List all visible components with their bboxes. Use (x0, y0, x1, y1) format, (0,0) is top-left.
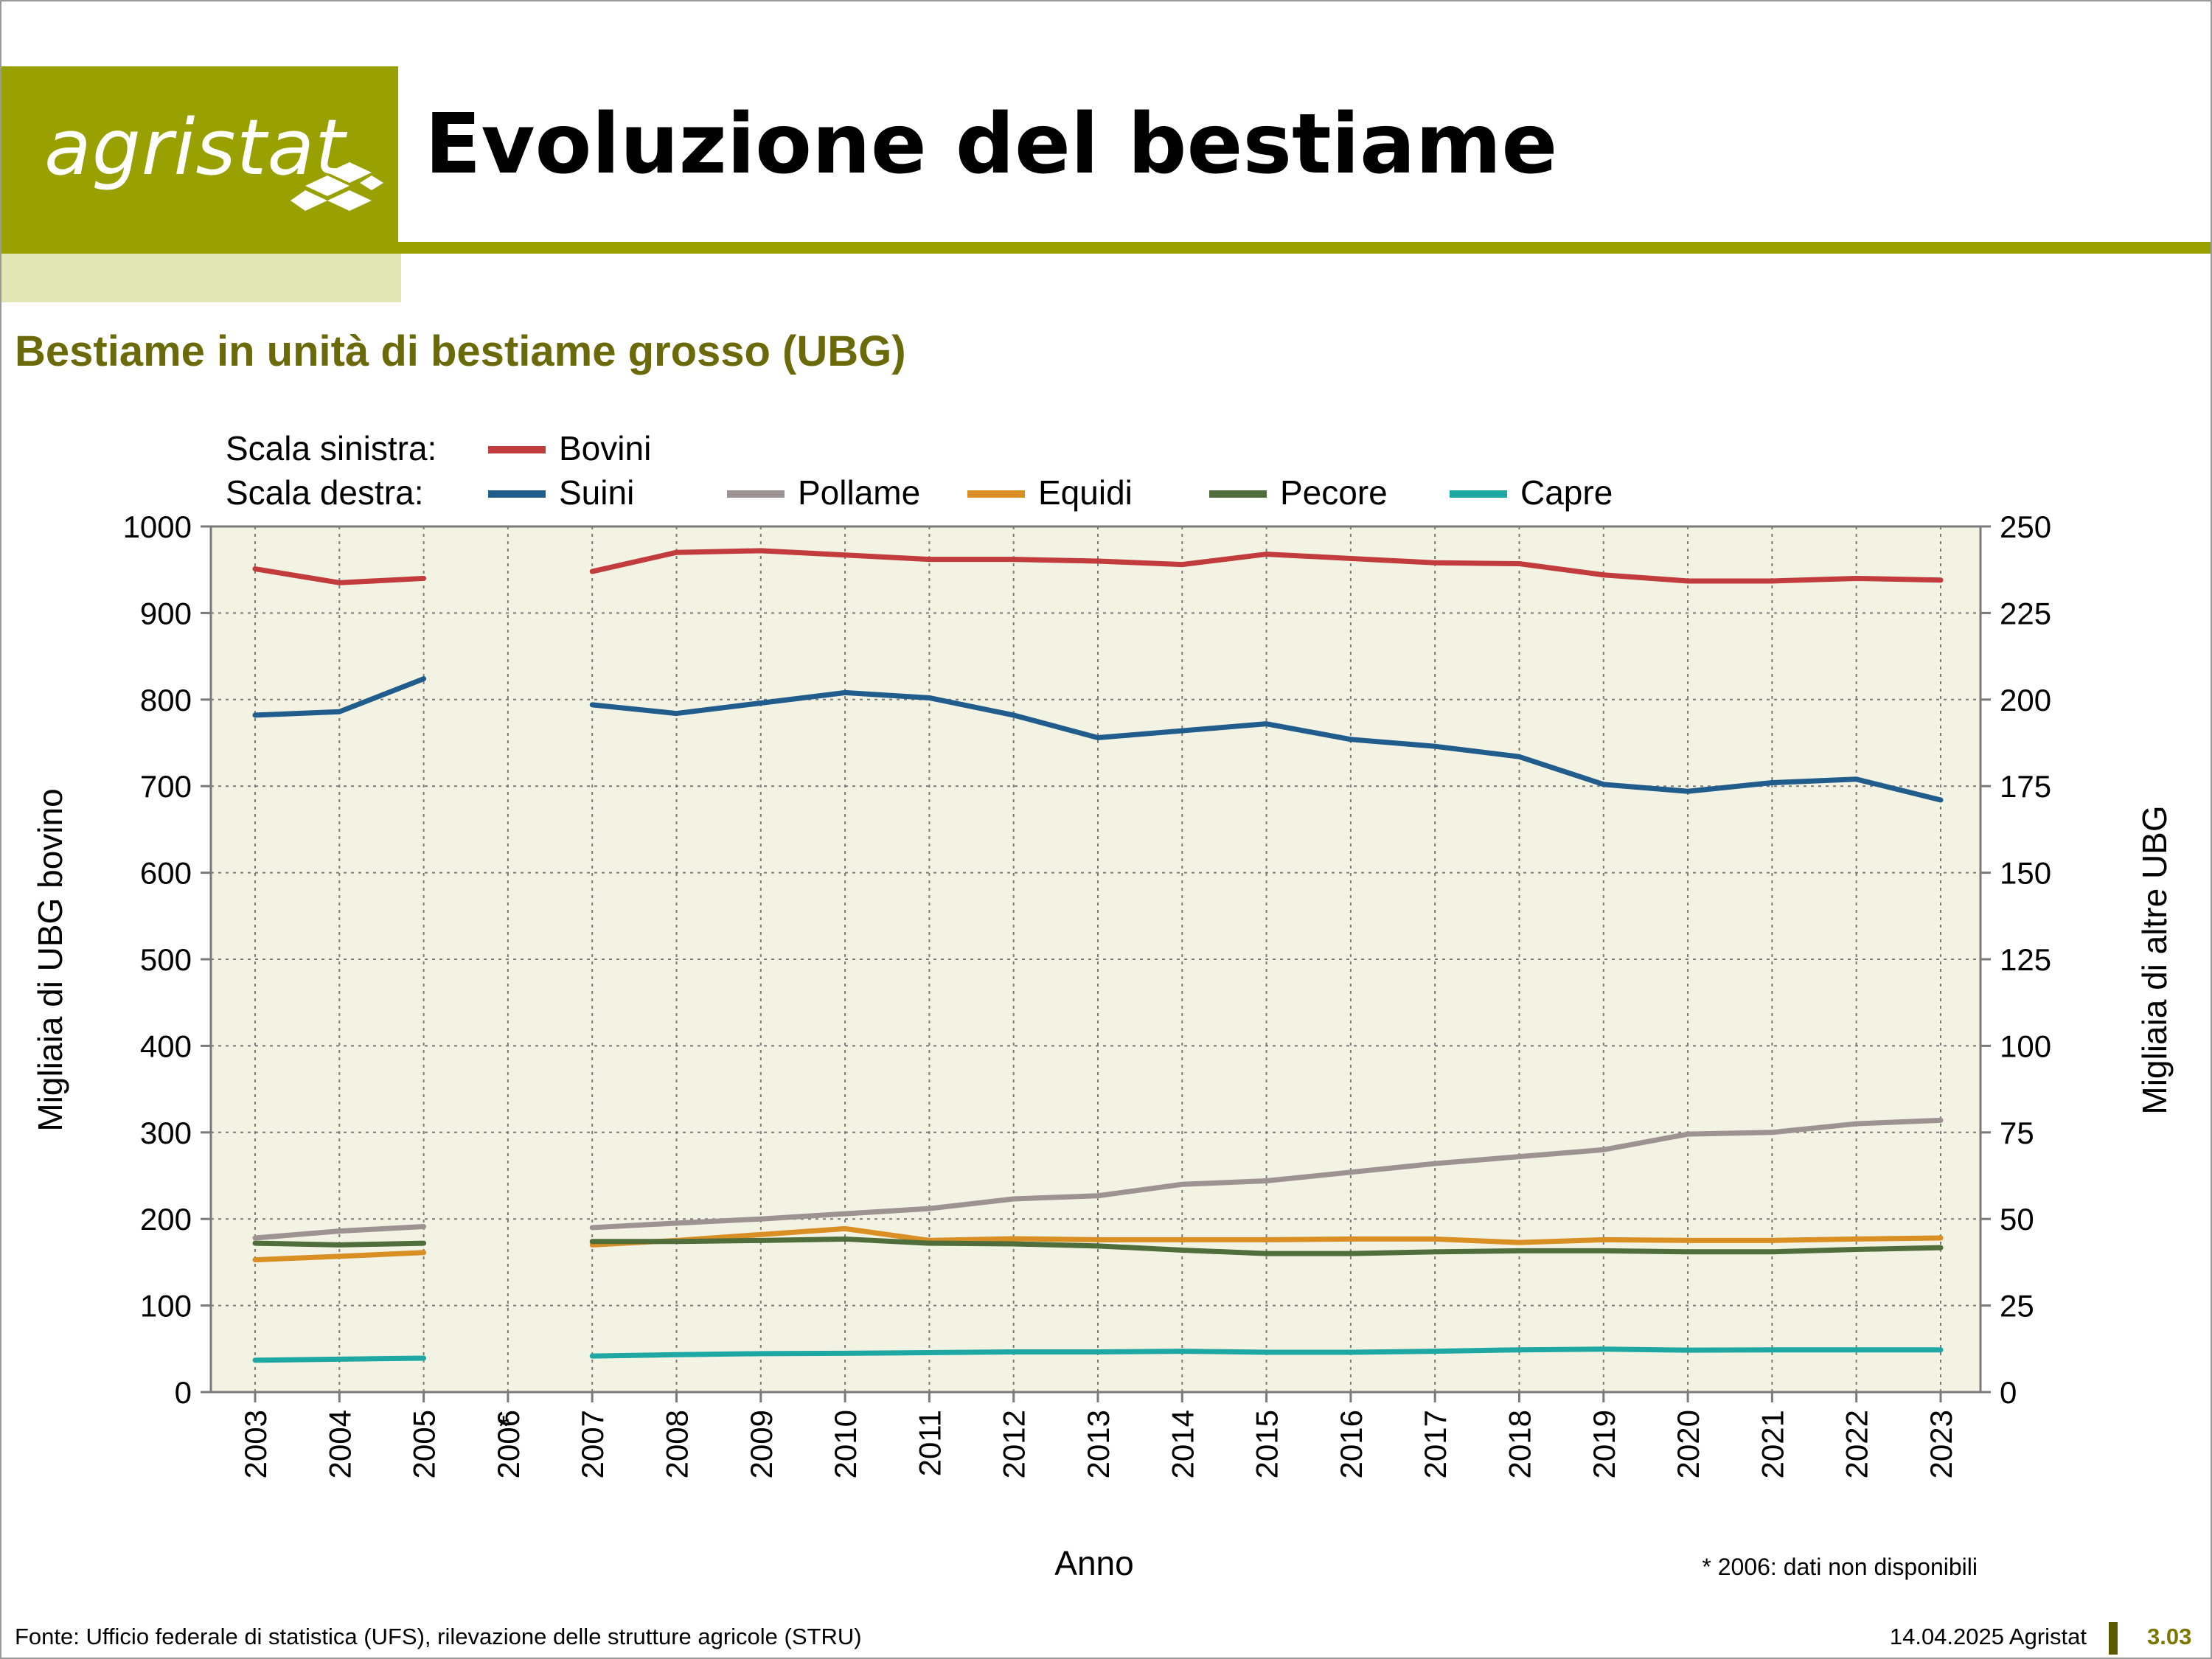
series-line-bovini (252, 566, 427, 585)
title-rule (398, 242, 2212, 254)
legend-right-scale-label: Scala destra: (226, 473, 423, 512)
y-left-tick-label: 700 (140, 769, 192, 804)
y-left-tick-label: 1000 (123, 509, 192, 544)
series-line-capre (252, 1355, 427, 1363)
logo-box (1, 66, 398, 254)
series-line-suini (252, 676, 427, 718)
x-axis-label: Anno (1054, 1544, 1133, 1582)
y-left-tick-label: 600 (140, 856, 192, 891)
y-right-tick-label: 50 (2000, 1202, 2034, 1237)
series-line-equidi (252, 1250, 427, 1263)
y-left-tick-label: 900 (140, 596, 192, 630)
x-tick-label: 2018 (1503, 1410, 1537, 1478)
x-tick-label: 2011 (912, 1410, 947, 1476)
x-tick-label: 2008 (660, 1410, 695, 1478)
y-right-tick-label: 0 (2000, 1375, 2017, 1410)
series-line-pecore (589, 1236, 1944, 1256)
y-right-tick-label: 150 (2000, 856, 2051, 891)
x-tick-label: 2013 (1081, 1410, 1116, 1478)
logo-shadow-band (1, 254, 401, 302)
x-tick-label: 2014 (1165, 1410, 1200, 1478)
page-number: 3.03 (2147, 1624, 2192, 1649)
y-left-tick-label: 200 (140, 1202, 192, 1237)
x-tick-asterisk: * (498, 1411, 509, 1443)
series-line-bovini (589, 548, 1944, 584)
y-right-tick-label: 75 (2000, 1116, 2034, 1150)
x-tick-label: 2003 (238, 1410, 273, 1478)
x-tick-label: 2020 (1671, 1410, 1705, 1478)
y-right-tick-label: 250 (2000, 509, 2051, 544)
series-line-capre (589, 1346, 1944, 1359)
footer-bar (2109, 1622, 2118, 1655)
legend-label-capre: Capre (1520, 473, 1613, 512)
x-tick-label: 2021 (1755, 1410, 1790, 1478)
legend-label-suini: Suini (559, 473, 634, 512)
agristat-logo-mark-icon (291, 162, 383, 211)
x-tick-label: 2016 (1334, 1410, 1368, 1478)
y-left-tick-label: 100 (140, 1289, 192, 1324)
agristat-logo-text: agristat (44, 102, 346, 192)
y-left-tick-label: 500 (140, 942, 192, 977)
x-tick-label: 2022 (1840, 1410, 1874, 1478)
x-tick-label: 2010 (828, 1410, 863, 1478)
y-right-tick-label: 125 (2000, 942, 2051, 977)
legend-left-scale-label: Scala sinistra: (226, 429, 437, 467)
line-chart: 0 100 200 300 400 500 600 700 800 900 1000 0 25 50 75 1… (31, 429, 2174, 1582)
x-tick-label: 2012 (997, 1410, 1032, 1478)
legend-label-bovini: Bovini (559, 429, 651, 467)
x-tick-label: 2004 (322, 1410, 357, 1478)
x-tick-label: 2005 (407, 1410, 442, 1478)
y-axis-left-label: Migliaia di UBG bovino (31, 788, 69, 1131)
footnote: * 2006: dati non disponibili (1702, 1554, 1978, 1580)
series-line-equidi (589, 1225, 1944, 1248)
x-tick-label: 2019 (1587, 1410, 1621, 1478)
x-tick-label: 2017 (1418, 1410, 1453, 1478)
x-tick-label: 2006 (491, 1410, 526, 1478)
page-title: Evoluzione del bestiame (425, 97, 1558, 192)
y-left-tick-label: 300 (140, 1116, 192, 1150)
series-line-suini (589, 689, 1944, 803)
series-line-pollame (252, 1224, 427, 1241)
legend-label-pollame: Pollame (798, 473, 920, 512)
y-right-tick-label: 175 (2000, 769, 2051, 804)
x-tick-label: 2023 (1924, 1410, 1958, 1478)
footer-source: Fonte: Ufficio federale di statistica (U… (15, 1624, 862, 1649)
series-line-pollame (589, 1117, 1944, 1231)
series-line-pecore (252, 1240, 427, 1248)
y-right-tick-label: 100 (2000, 1029, 2051, 1063)
y-right-tick-label: 200 (2000, 683, 2051, 717)
legend-label-equidi: Equidi (1038, 473, 1133, 512)
footer-date: 14.04.2025 Agristat (1889, 1624, 2087, 1649)
x-tick-label: 2009 (744, 1410, 779, 1478)
chart-title: Bestiame in unità di bestiame grosso (UB… (15, 327, 906, 375)
legend-label-pecore: Pecore (1280, 473, 1388, 512)
y-right-tick-label: 25 (2000, 1289, 2034, 1324)
x-tick-label: 2015 (1250, 1410, 1284, 1478)
y-left-tick-label: 800 (140, 683, 192, 717)
y-left-tick-label: 0 (175, 1375, 192, 1410)
y-left-tick-label: 400 (140, 1029, 192, 1063)
y-right-tick-label: 225 (2000, 596, 2051, 630)
y-axis-right-label: Migliaia di altre UBG (2135, 805, 2174, 1114)
x-tick-label: 2007 (575, 1410, 610, 1478)
